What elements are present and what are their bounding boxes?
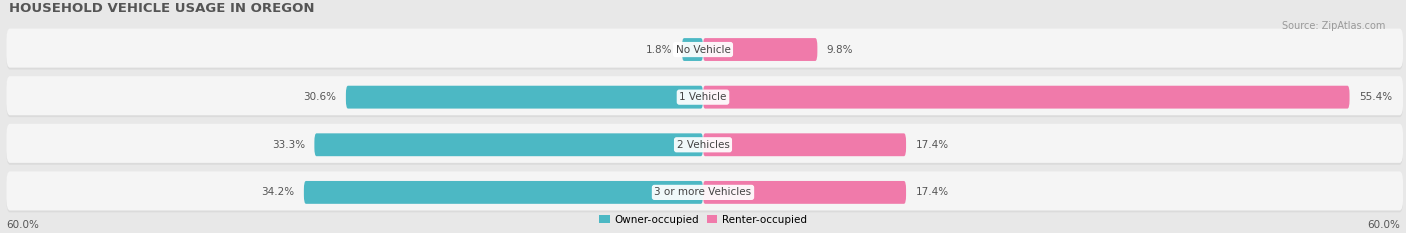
FancyBboxPatch shape [6,76,1403,115]
FancyBboxPatch shape [6,31,1403,69]
Text: 55.4%: 55.4% [1358,92,1392,102]
FancyBboxPatch shape [703,133,905,156]
Text: 30.6%: 30.6% [304,92,336,102]
FancyBboxPatch shape [6,173,1403,212]
FancyBboxPatch shape [346,86,703,109]
Text: 17.4%: 17.4% [915,187,949,197]
FancyBboxPatch shape [703,181,905,204]
Text: HOUSEHOLD VEHICLE USAGE IN OREGON: HOUSEHOLD VEHICLE USAGE IN OREGON [8,2,314,15]
Text: Source: ZipAtlas.com: Source: ZipAtlas.com [1281,21,1385,31]
Text: 1.8%: 1.8% [647,45,672,55]
FancyBboxPatch shape [703,38,817,61]
Text: No Vehicle: No Vehicle [675,45,731,55]
FancyBboxPatch shape [6,126,1403,165]
FancyBboxPatch shape [315,133,703,156]
Text: 17.4%: 17.4% [915,140,949,150]
FancyBboxPatch shape [304,181,703,204]
Text: 9.8%: 9.8% [827,45,853,55]
Text: 33.3%: 33.3% [271,140,305,150]
FancyBboxPatch shape [6,29,1403,68]
Text: 2 Vehicles: 2 Vehicles [676,140,730,150]
Legend: Owner-occupied, Renter-occupied: Owner-occupied, Renter-occupied [599,215,807,225]
Text: 34.2%: 34.2% [262,187,294,197]
Text: 3 or more Vehicles: 3 or more Vehicles [654,187,752,197]
FancyBboxPatch shape [703,86,1350,109]
Text: 60.0%: 60.0% [6,220,39,230]
FancyBboxPatch shape [682,38,703,61]
Text: 1 Vehicle: 1 Vehicle [679,92,727,102]
FancyBboxPatch shape [6,78,1403,117]
FancyBboxPatch shape [6,124,1403,163]
FancyBboxPatch shape [6,171,1403,210]
Text: 60.0%: 60.0% [1367,220,1400,230]
